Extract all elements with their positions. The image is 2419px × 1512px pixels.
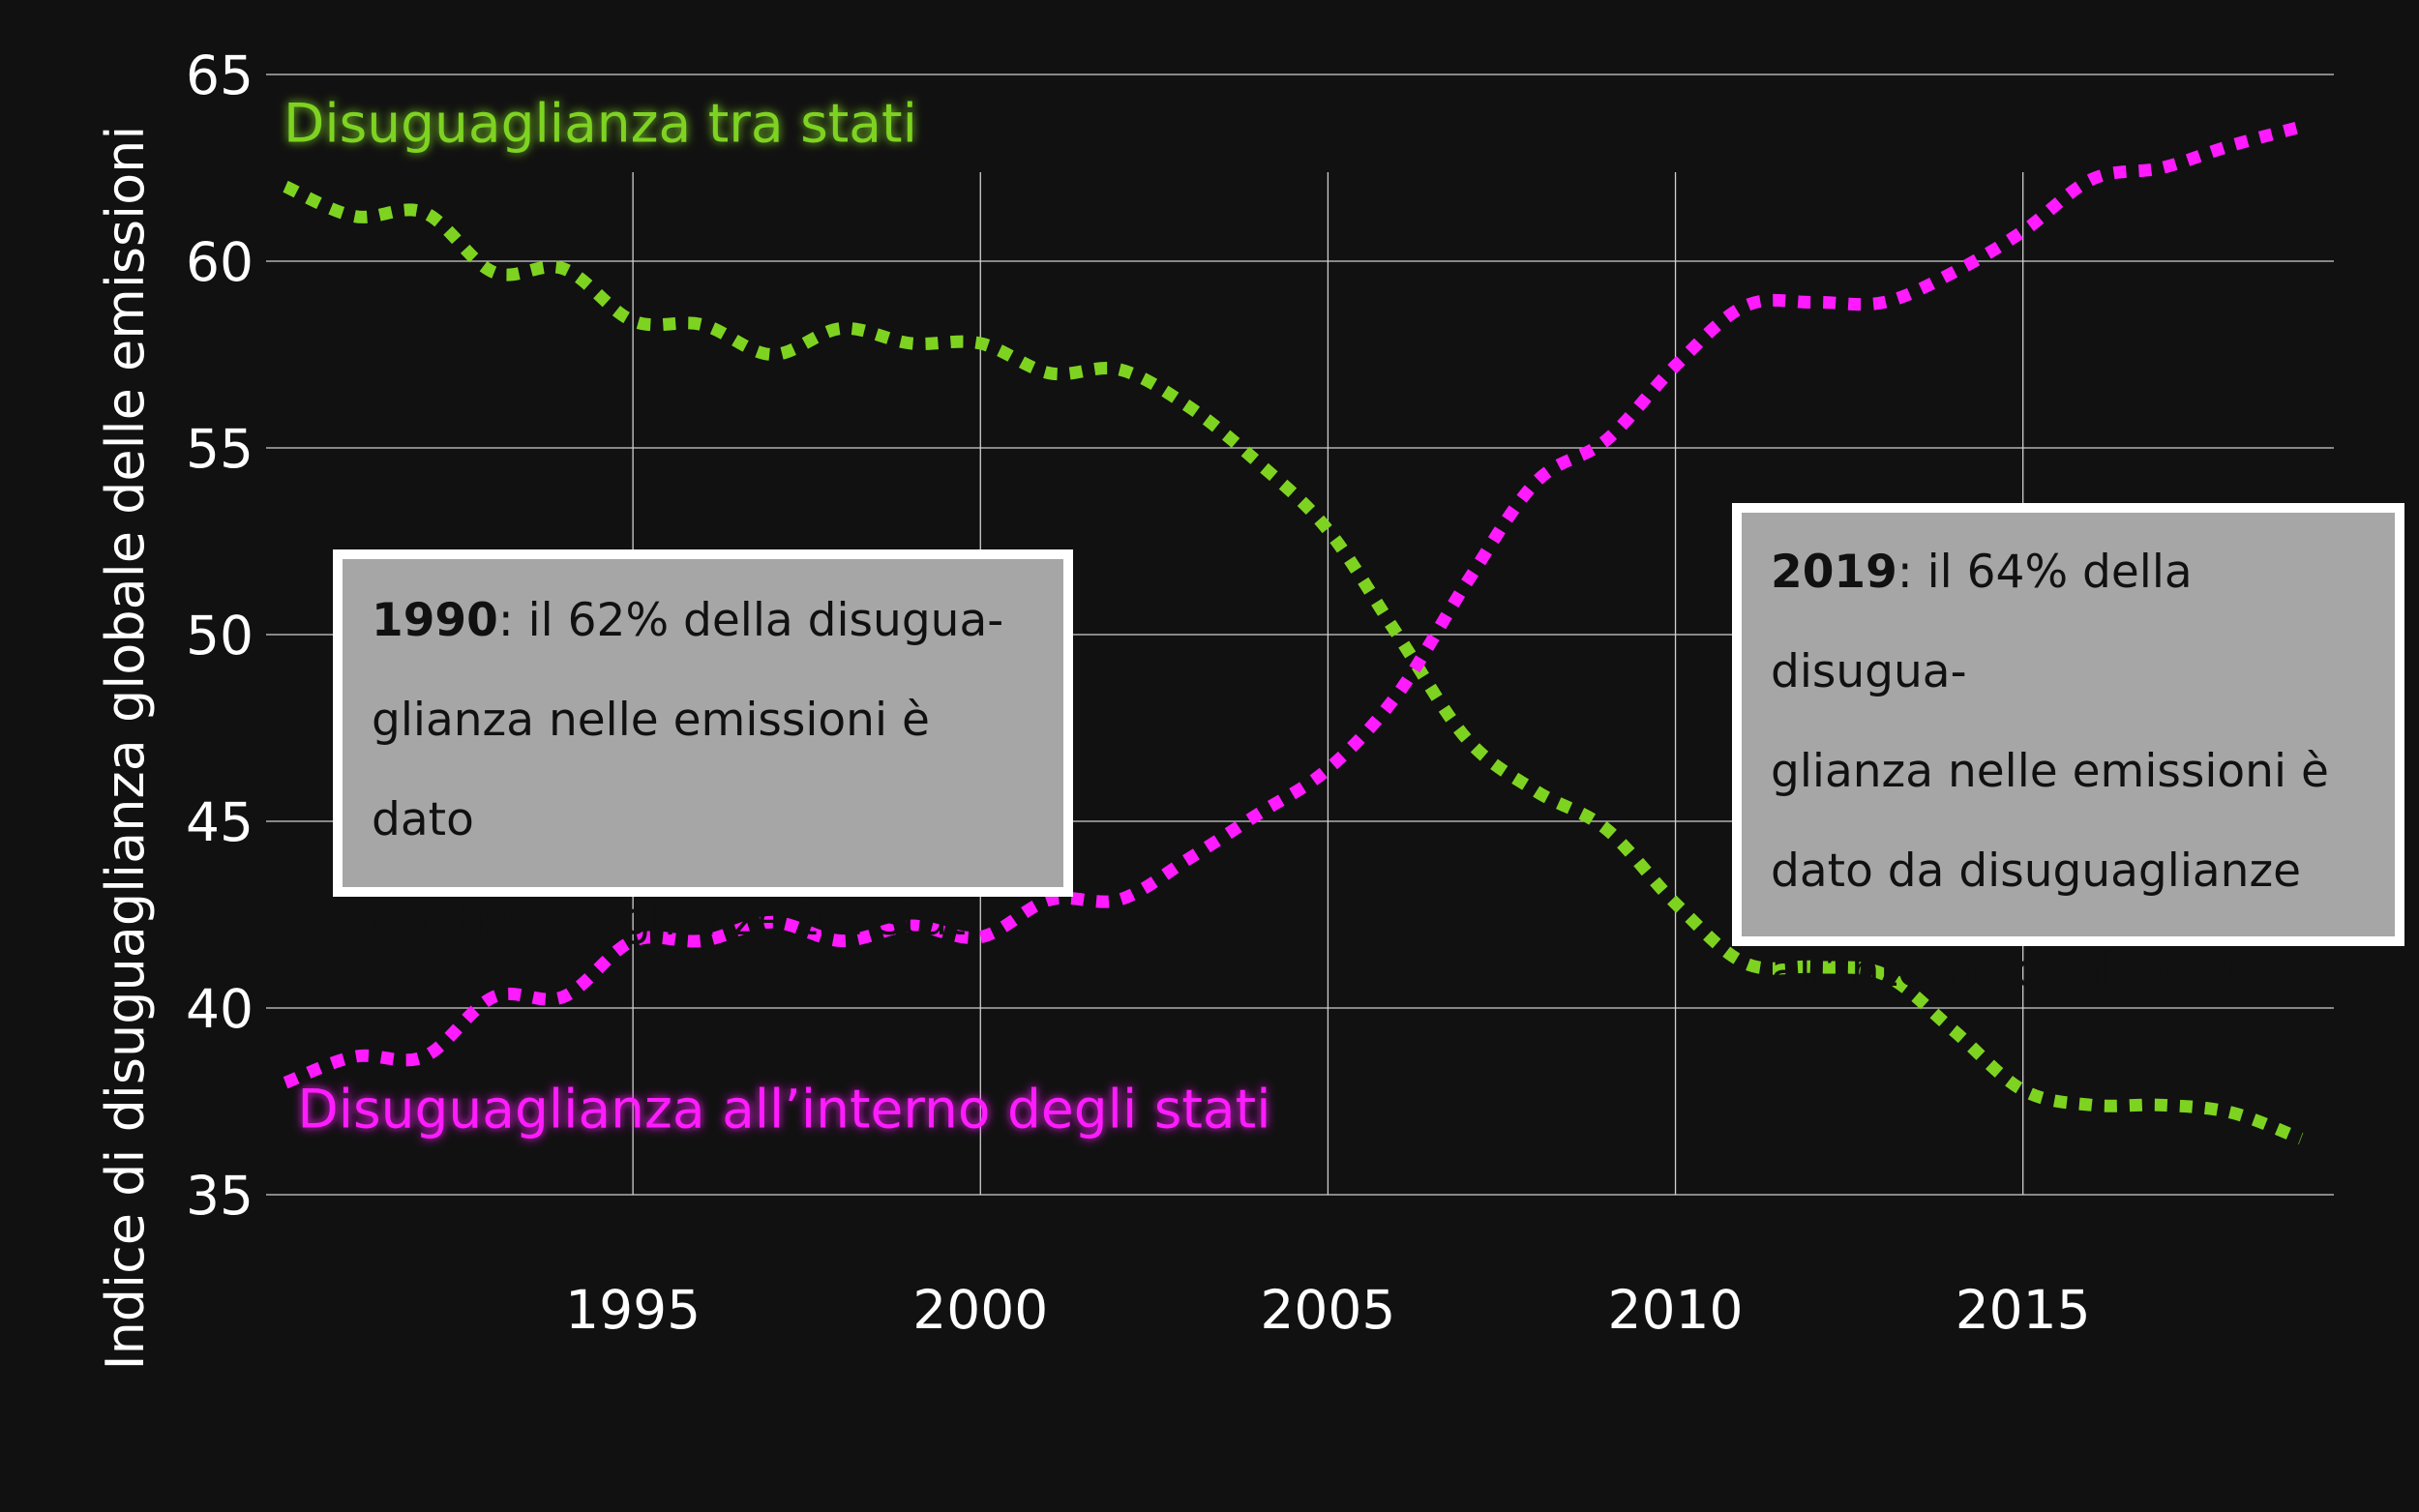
annotation-1990-year: 1990: [372, 594, 498, 647]
annotation-2019-line: glianza nelle emissioni è: [1771, 745, 2329, 798]
annotation-2019-line: dato da disuguaglianze: [1771, 845, 2302, 898]
series-label-within-states: Disuguaglianza all’interno degli stati: [297, 1079, 1270, 1141]
y-tick-label: 45: [186, 791, 254, 853]
annotation-2019: 2019: il 64% della disugua- glianza nell…: [1732, 503, 2404, 997]
annotation-1990-line: da disuguaglianze tra stati: [372, 893, 978, 946]
annotation-1990-line: glianza nelle emissioni è dato: [372, 694, 930, 846]
y-axis-label: Indice di disuguaglianza globale delle e…: [95, 126, 156, 1371]
series-line-between-states: [283, 180, 2304, 1145]
series-labels: Disuguaglianza tra stati Disuguaglianza a…: [284, 92, 1270, 1140]
x-tick-label: 1995: [565, 1279, 701, 1341]
y-tick-label: 55: [186, 418, 254, 480]
y-tick-label: 50: [186, 605, 254, 667]
annotation-2019-line: : il 64% della disugua-: [1771, 546, 2193, 698]
x-tick-label: 2000: [912, 1279, 1048, 1341]
y-tick-label: 40: [186, 978, 254, 1040]
series-lines: [283, 120, 2304, 1145]
annotation-1990-line: : il 62% della disugua-: [497, 594, 1004, 647]
series-label-between-states: Disuguaglianza tra stati: [284, 92, 917, 154]
annotation-2019-line: all’interno degli stati: [1771, 944, 2240, 997]
annotation-2019-year: 2019: [1771, 546, 1897, 599]
x-tick-label: 2005: [1260, 1279, 1395, 1341]
annotation-1990: 1990: il 62% della disugua- glianza nell…: [333, 549, 1073, 946]
y-axis-ticks: 65 60 55 50 45 40 35: [186, 44, 254, 1227]
x-tick-label: 2015: [1956, 1279, 2091, 1341]
series-line-within-states: [283, 120, 2303, 1089]
y-tick-label: 35: [186, 1165, 254, 1227]
y-tick-label: 65: [186, 44, 254, 106]
x-axis-ticks: 1995 2000 2005 2010 2015: [565, 1279, 2091, 1341]
y-tick-label: 60: [186, 231, 254, 293]
x-tick-label: 2010: [1608, 1279, 1744, 1341]
